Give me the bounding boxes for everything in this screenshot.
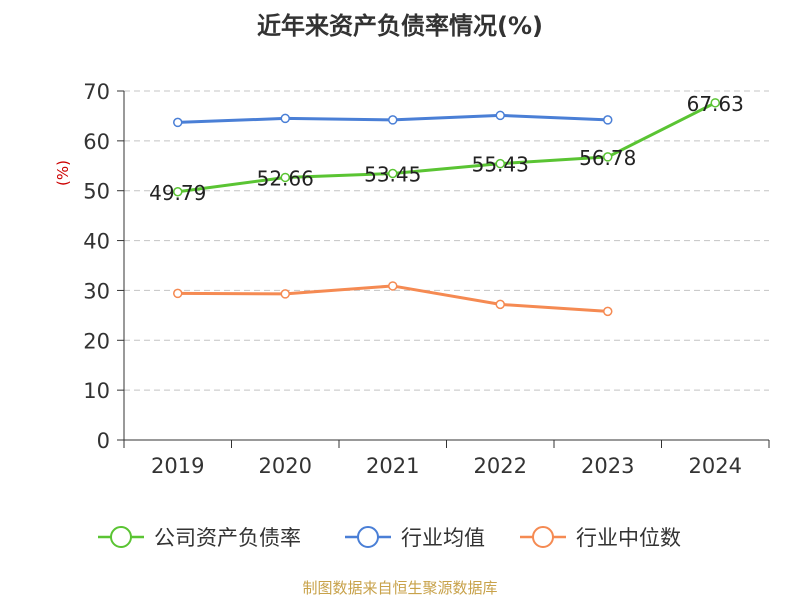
legend-marker — [357, 526, 379, 548]
y-tick-label: 0 — [97, 429, 110, 453]
data-point — [388, 115, 398, 125]
y-tick-labels: 0 10 20 30 40 50 60 70 — [83, 80, 110, 453]
data-point — [603, 306, 613, 317]
x-tick-labels: 2019 2020 2021 2022 2023 2024 — [151, 454, 742, 478]
y-tick-label: 70 — [83, 80, 110, 104]
x-tick-label: 2022 — [474, 454, 527, 478]
data-point — [173, 117, 183, 128]
data-point — [495, 299, 505, 310]
data-point — [280, 289, 290, 299]
y-tick-label: 10 — [83, 379, 110, 403]
y-tick-label: 50 — [83, 180, 110, 204]
grid-lines — [124, 90, 769, 391]
x-tick-label: 2020 — [259, 454, 312, 478]
data-point — [495, 158, 505, 169]
source-note: 制图数据来自恒生聚源数据库 — [302, 579, 498, 597]
data-point — [173, 187, 183, 197]
x-tick-label: 2019 — [151, 454, 204, 478]
x-tick-label: 2023 — [581, 454, 634, 478]
data-point — [280, 113, 290, 124]
data-point — [280, 172, 290, 183]
y-tick-label: 40 — [83, 230, 110, 254]
x-tick-label: 2021 — [366, 454, 419, 478]
data-label: 56.78 — [579, 146, 636, 170]
legend-label: 行业中位数 — [576, 526, 681, 550]
data-point — [495, 110, 505, 121]
series-line-0 — [177, 101, 716, 194]
y-tick-label: 60 — [83, 130, 110, 154]
axes — [117, 90, 770, 448]
data-label: 55.43 — [472, 153, 529, 177]
legend-item: 公司资产负债率 — [98, 526, 301, 550]
x-tick-label: 2024 — [689, 454, 742, 478]
y-axis-label: (%) — [54, 160, 72, 186]
legend: 公司资产负债率 行业均值 行业中位数 — [98, 526, 681, 550]
legend-label: 行业均值 — [401, 526, 485, 550]
data-point — [388, 168, 398, 179]
data-point — [173, 288, 183, 299]
legend-item: 行业均值 — [345, 526, 485, 550]
legend-item: 行业中位数 — [520, 526, 681, 550]
data-point — [603, 115, 613, 125]
legend-label: 公司资产负债率 — [154, 526, 301, 550]
data-labels: 49.79 52.66 53.45 55.43 56.78 67.63 — [149, 92, 744, 205]
data-label: 67.63 — [687, 92, 744, 116]
data-label: 52.66 — [257, 166, 314, 190]
series-lines — [173, 98, 720, 317]
legend-marker — [532, 526, 554, 548]
chart-title: 近年来资产负债率情况(%) — [257, 12, 543, 40]
y-tick-label: 20 — [83, 329, 110, 353]
data-point — [710, 98, 720, 108]
legend-marker — [110, 526, 132, 548]
y-tick-label: 30 — [83, 279, 110, 303]
data-label: 53.45 — [364, 163, 421, 187]
data-label: 49.79 — [149, 181, 206, 205]
data-point — [388, 281, 398, 291]
data-point — [603, 152, 613, 162]
